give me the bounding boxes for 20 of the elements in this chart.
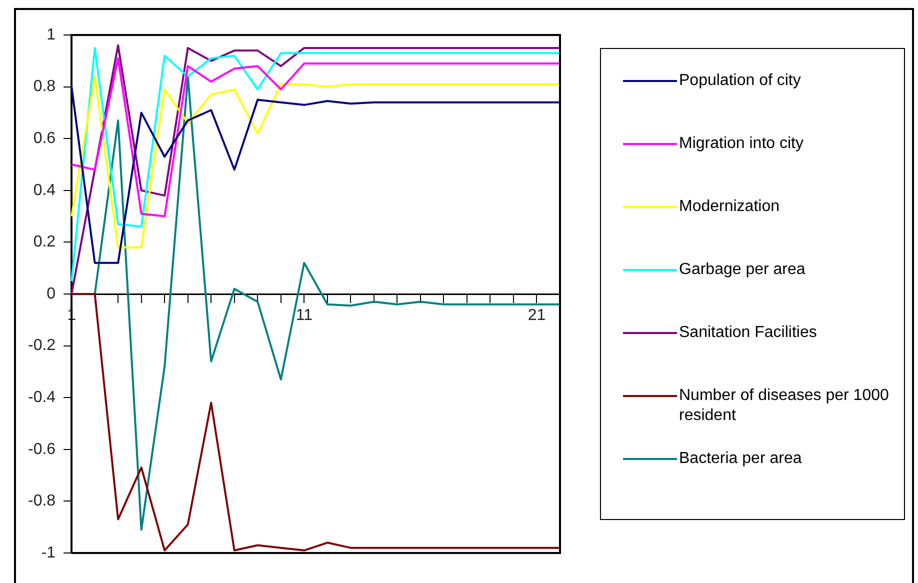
- y-tick-label: 0.4: [33, 182, 56, 199]
- y-tick-label: -0.6: [28, 440, 56, 458]
- legend-label: Migration into city: [679, 134, 804, 154]
- y-tick-label: 0: [46, 285, 56, 302]
- legend-label: Sanitation Facilities: [679, 323, 817, 343]
- y-tick-label: 0.2: [33, 234, 56, 251]
- y-tick-label: -1: [41, 544, 56, 562]
- x-tick-label: 11: [296, 307, 313, 324]
- legend-label: Bacteria per area: [679, 449, 802, 469]
- legend-label: Modernization: [679, 197, 780, 217]
- y-tick-label: -0.4: [28, 389, 56, 406]
- y-tick-label: 1: [46, 26, 56, 44]
- y-tick-label: -0.2: [28, 337, 56, 354]
- legend-label: Garbage per area: [679, 260, 806, 280]
- y-tick-label: 0.8: [33, 78, 56, 96]
- y-tick-label: 0.6: [33, 130, 56, 148]
- legend-label: Population of city: [679, 71, 801, 91]
- y-tick-label: -0.8: [28, 492, 56, 510]
- legend-label: Number of diseases per 1000 resident: [679, 386, 890, 426]
- x-tick-label: 21: [528, 307, 546, 324]
